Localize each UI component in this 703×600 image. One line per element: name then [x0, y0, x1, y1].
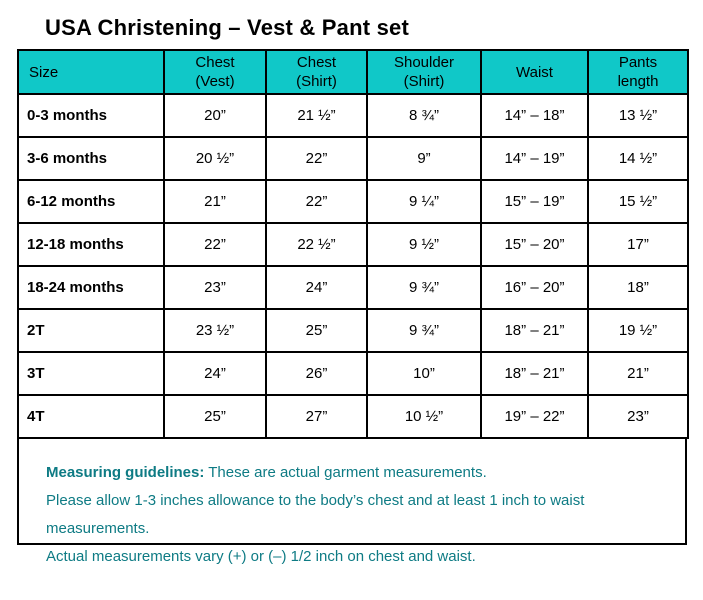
col-header-shoulder-shirt: Shoulder (Shirt)	[366, 49, 482, 95]
header-row: Size Chest (Vest) Chest (Shirt) Shoulder…	[17, 49, 689, 95]
guidelines-line-1-text: These are actual garment measurements.	[208, 464, 487, 481]
table-header: Size Chest (Vest) Chest (Shirt) Shoulder…	[17, 49, 689, 95]
value-cell: 25”	[265, 308, 368, 353]
value-cell: 20 ½”	[163, 136, 267, 181]
size-cell: 6-12 months	[17, 179, 165, 224]
value-cell: 9 ¼”	[366, 179, 482, 224]
value-cell: 22”	[163, 222, 267, 267]
col-header-chest-shirt: Chest (Shirt)	[265, 49, 368, 95]
value-cell: 18” – 21”	[480, 351, 589, 396]
value-cell: 18”	[587, 265, 689, 310]
value-cell: 14” – 18”	[480, 93, 589, 138]
value-cell: 21”	[587, 351, 689, 396]
value-cell: 19 ½”	[587, 308, 689, 353]
value-cell: 24”	[163, 351, 267, 396]
size-chart-table: Size Chest (Vest) Chest (Shirt) Shoulder…	[17, 49, 689, 439]
guidelines-line-1: Measuring guidelines: These are actual g…	[46, 459, 675, 487]
col-header-pants-length: Pants length	[587, 49, 689, 95]
guidelines-line-2: Please allow 1-3 inches allowance to the…	[46, 492, 585, 537]
value-cell: 14” – 19”	[480, 136, 589, 181]
value-cell: 15 ½”	[587, 179, 689, 224]
value-cell: 22 ½”	[265, 222, 368, 267]
size-cell: 12-18 months	[17, 222, 165, 267]
table-row: 4T 25” 27” 10 ½” 19” – 22” 23”	[17, 394, 689, 439]
table-body: 0-3 months 20” 21 ½” 8 ¾” 14” – 18” 13 ½” 3-6 …	[17, 93, 689, 439]
guidelines-heading: Measuring guidelines:	[46, 464, 205, 481]
value-cell: 9 ½”	[366, 222, 482, 267]
table-row: 6-12 months 21” 22” 9 ¼” 15” – 19” 15 ½”	[17, 179, 689, 224]
col-header-size: Size	[17, 49, 165, 95]
value-cell: 19” – 22”	[480, 394, 589, 439]
value-cell: 16” – 20”	[480, 265, 589, 310]
value-cell: 17”	[587, 222, 689, 267]
value-cell: 18” – 21”	[480, 308, 589, 353]
col-header-waist: Waist	[480, 49, 589, 95]
value-cell: 10”	[366, 351, 482, 396]
value-cell: 23 ½”	[163, 308, 267, 353]
table-row: 2T 23 ½” 25” 9 ¾” 18” – 21” 19 ½”	[17, 308, 689, 353]
value-cell: 9”	[366, 136, 482, 181]
value-cell: 23”	[587, 394, 689, 439]
value-cell: 8 ¾”	[366, 93, 482, 138]
value-cell: 22”	[265, 179, 368, 224]
value-cell: 22”	[265, 136, 368, 181]
table-row: 3-6 months 20 ½” 22” 9” 14” – 19” 14 ½”	[17, 136, 689, 181]
size-cell: 3T	[17, 351, 165, 396]
value-cell: 9 ¾”	[366, 308, 482, 353]
size-cell: 4T	[17, 394, 165, 439]
size-cell: 0-3 months	[17, 93, 165, 138]
measuring-guidelines-box: Measuring guidelines: These are actual g…	[17, 439, 687, 565]
value-cell: 27”	[265, 394, 368, 439]
guidelines-line-3: Actual measurements vary (+) or (–) 1/2 …	[46, 548, 476, 565]
table-row: 12-18 months 22” 22 ½” 9 ½” 15” – 20” 17”	[17, 222, 689, 267]
value-cell: 14 ½”	[587, 136, 689, 181]
value-cell: 20”	[163, 93, 267, 138]
value-cell: 25”	[163, 394, 267, 439]
value-cell: 24”	[265, 265, 368, 310]
value-cell: 13 ½”	[587, 93, 689, 138]
value-cell: 9 ¾”	[366, 265, 482, 310]
table-row: 18-24 months 23” 24” 9 ¾” 16” – 20” 18”	[17, 265, 689, 310]
page-title: USA Christening – Vest & Pant set	[45, 15, 409, 40]
size-cell: 2T	[17, 308, 165, 353]
value-cell: 15” – 20”	[480, 222, 589, 267]
col-header-chest-vest: Chest (Vest)	[163, 49, 267, 95]
value-cell: 21 ½”	[265, 93, 368, 138]
size-cell: 18-24 months	[17, 265, 165, 310]
value-cell: 15” – 19”	[480, 179, 589, 224]
value-cell: 23”	[163, 265, 267, 310]
table-row: 0-3 months 20” 21 ½” 8 ¾” 14” – 18” 13 ½”	[17, 93, 689, 138]
table-row: 3T 24” 26” 10” 18” – 21” 21”	[17, 351, 689, 396]
value-cell: 10 ½”	[366, 394, 482, 439]
size-cell: 3-6 months	[17, 136, 165, 181]
value-cell: 26”	[265, 351, 368, 396]
value-cell: 21”	[163, 179, 267, 224]
